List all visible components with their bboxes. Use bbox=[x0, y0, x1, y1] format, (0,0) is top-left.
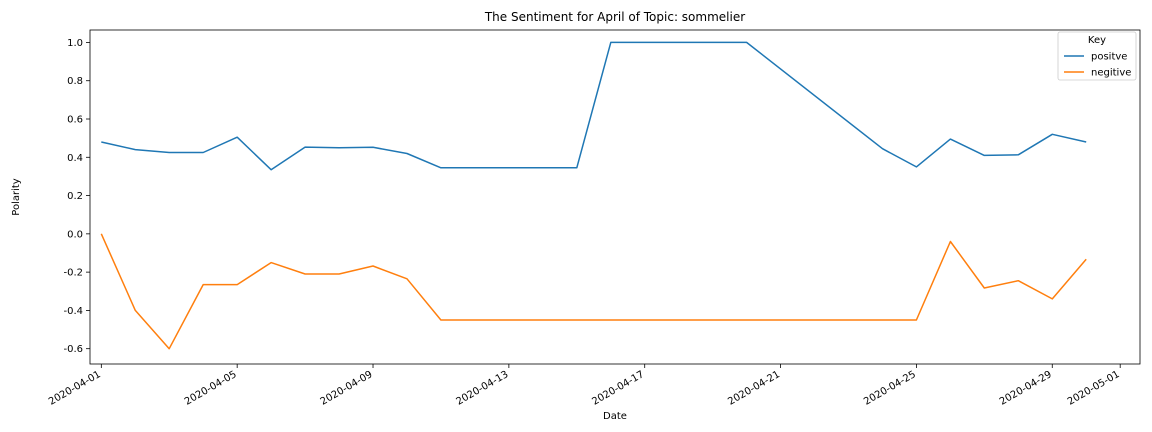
y-axis-label: Polarity bbox=[11, 178, 22, 216]
chart-title: The Sentiment for April of Topic: sommel… bbox=[484, 10, 745, 24]
y-tick-label: -0.4 bbox=[63, 306, 83, 317]
y-tick-label: 0.2 bbox=[67, 191, 83, 202]
series-line-positve bbox=[101, 41, 1087, 171]
y-tick-label: 0.4 bbox=[67, 153, 83, 164]
series-line-negitive bbox=[100, 233, 1087, 350]
plot-frame bbox=[89, 29, 1141, 365]
legend: Key positve negitive bbox=[1057, 31, 1137, 81]
x-tick-label: 2020-04-17 bbox=[590, 369, 646, 408]
plot-area bbox=[89, 29, 1141, 365]
legend-entry-negitive: negitive bbox=[1091, 68, 1131, 79]
x-tick-label: 2020-05-01 bbox=[1066, 369, 1122, 408]
y-tick-label: -0.6 bbox=[63, 344, 83, 355]
y-tick-label: 1.0 bbox=[67, 38, 83, 49]
x-tick-label: 2020-04-09 bbox=[319, 369, 375, 408]
x-tick-label: 2020-04-13 bbox=[455, 369, 511, 408]
y-tick-label: 0.6 bbox=[67, 115, 83, 126]
x-tick-label: 2020-04-29 bbox=[998, 369, 1054, 408]
y-tick-label: 0.0 bbox=[67, 229, 83, 240]
legend-box bbox=[1057, 31, 1137, 81]
x-tick-label: 2020-04-25 bbox=[862, 369, 918, 408]
legend-title: Key bbox=[1088, 35, 1106, 46]
y-tick-label: 0.8 bbox=[67, 76, 83, 87]
x-axis-label: Date bbox=[603, 411, 627, 422]
legend-entry-positve: positve bbox=[1091, 52, 1127, 63]
x-axis: 2020-04-01 2020-04-05 2020-04-09 2020-04-13… bbox=[47, 364, 1122, 408]
x-tick-label: 2020-04-01 bbox=[47, 369, 103, 408]
x-tick-label: 2020-04-21 bbox=[726, 369, 782, 408]
x-tick-label: 2020-04-05 bbox=[183, 369, 239, 408]
y-axis: -0.6 -0.4 -0.2 0.0 0.2 0.4 0.6 0.8 1.0 bbox=[63, 38, 90, 355]
y-tick-label: -0.2 bbox=[63, 268, 83, 279]
